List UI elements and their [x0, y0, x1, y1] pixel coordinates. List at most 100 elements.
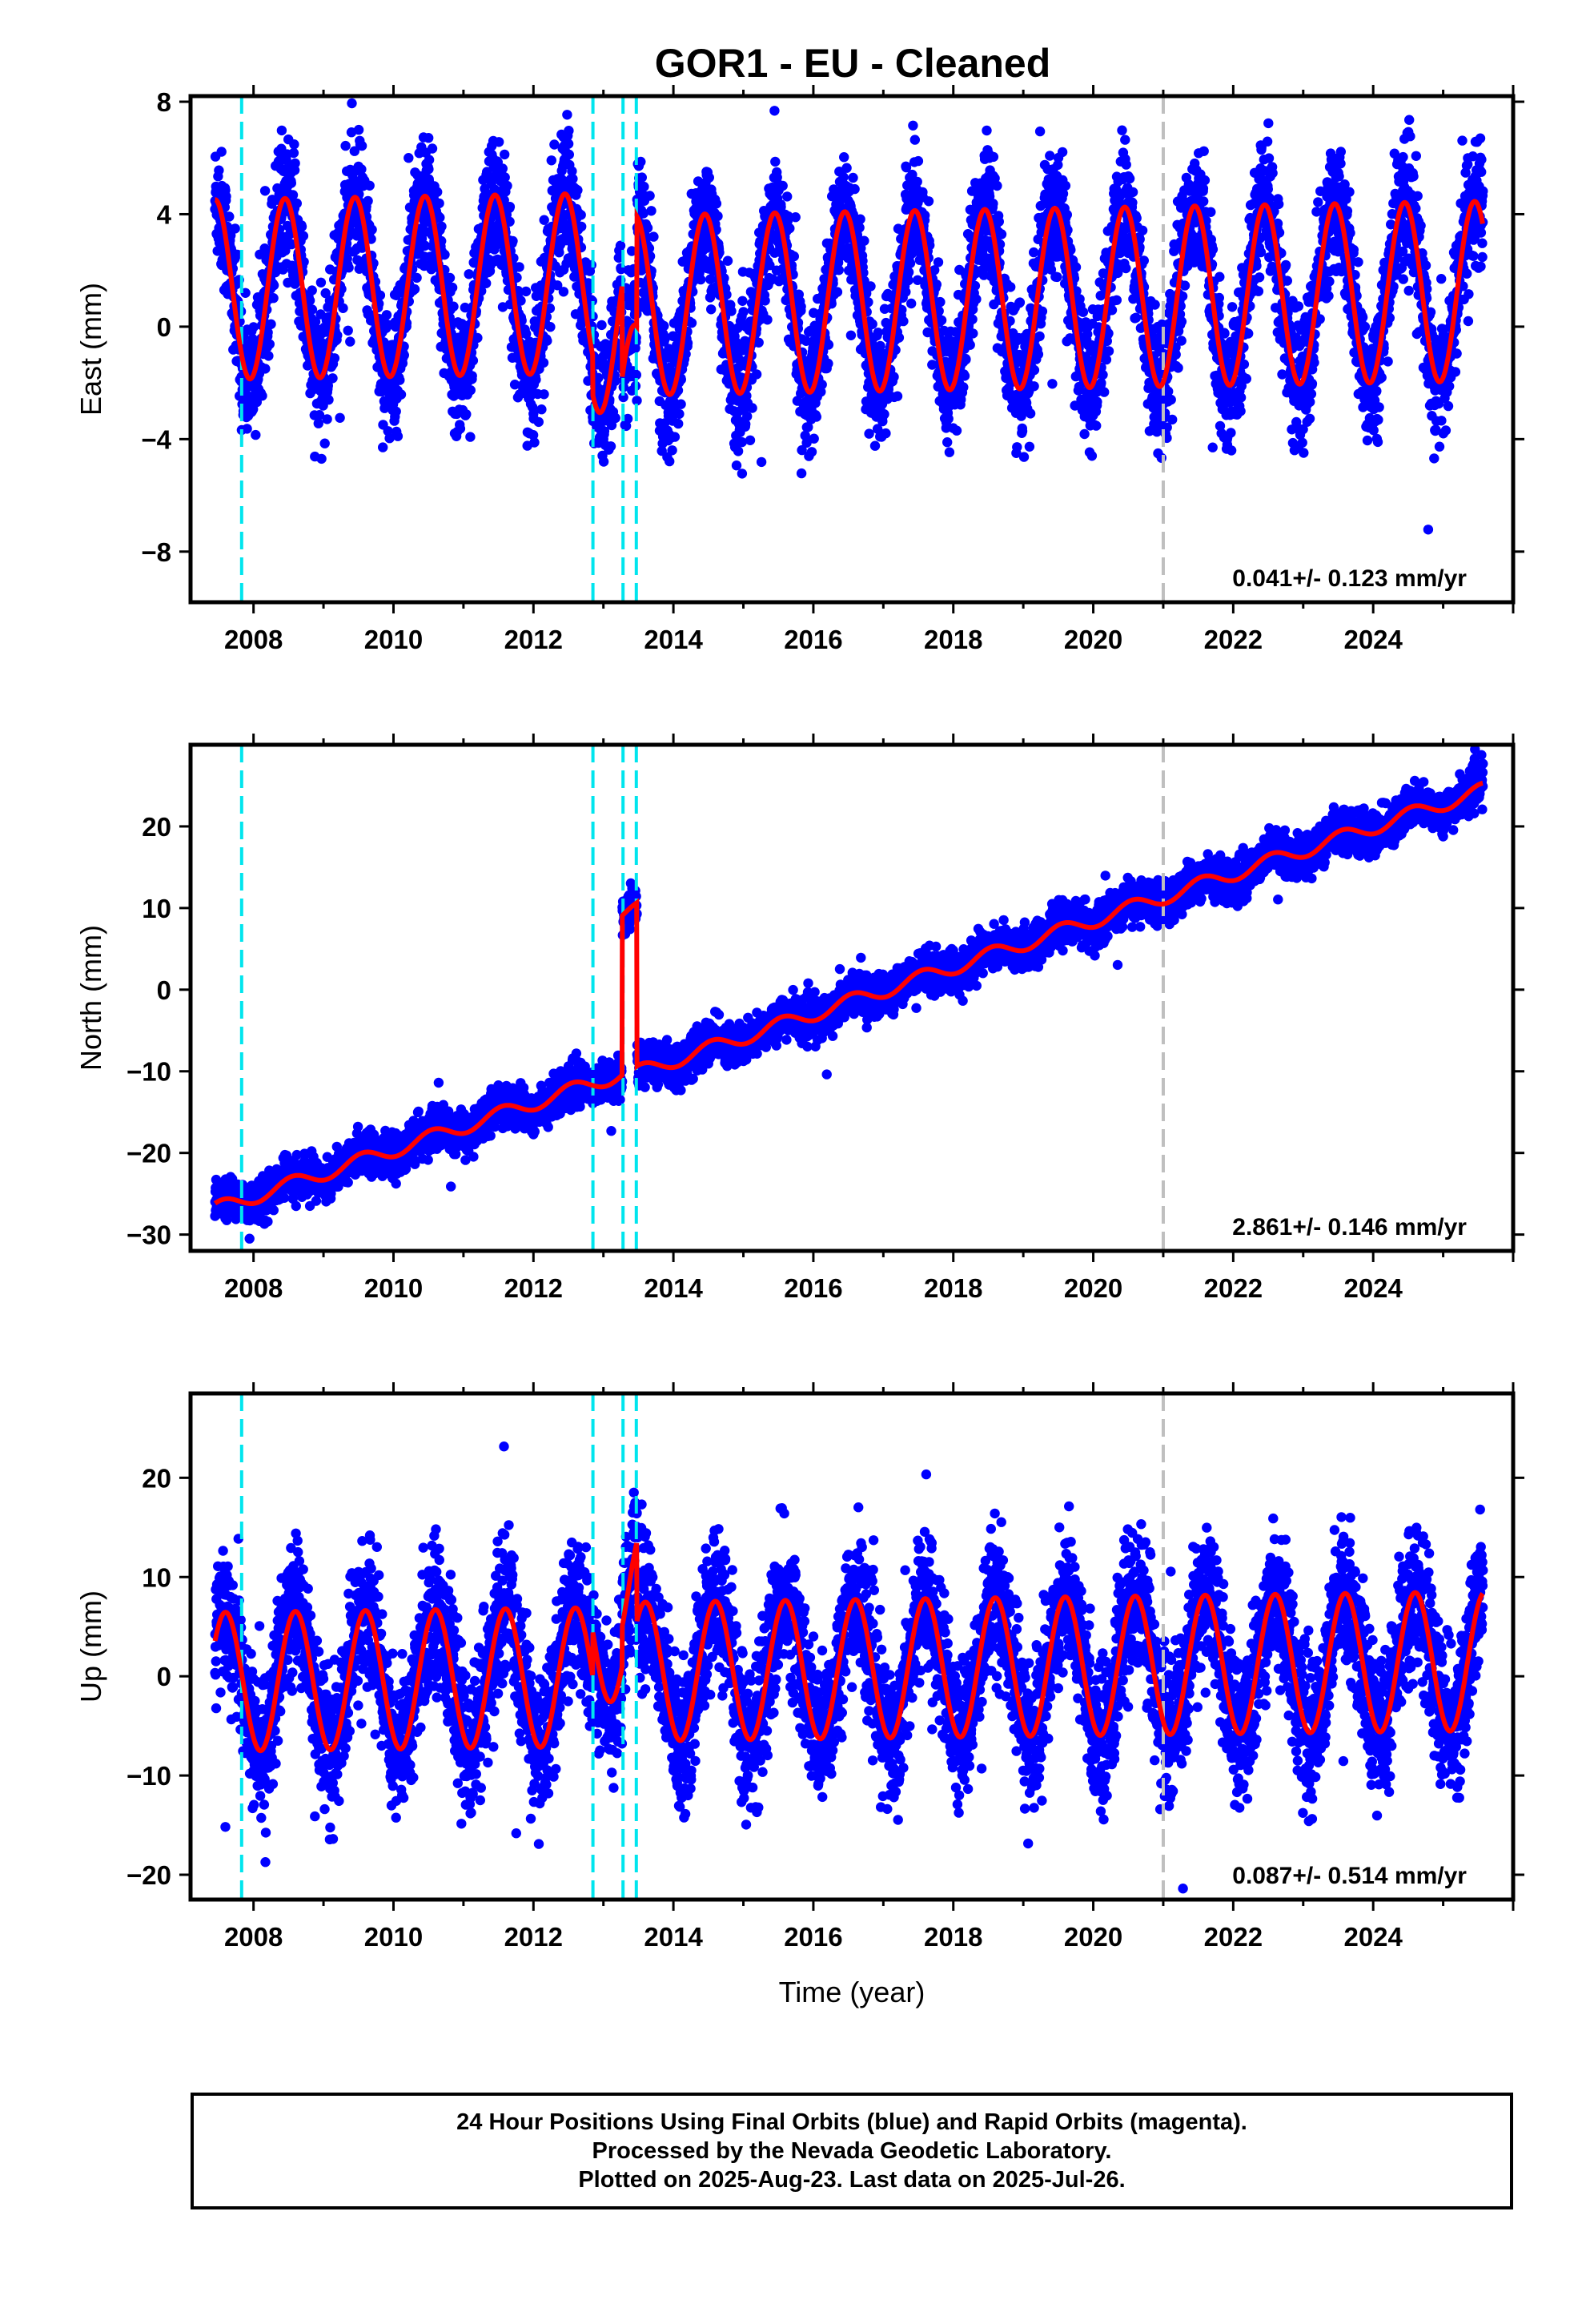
data-point [436, 221, 447, 231]
data-point [1130, 312, 1142, 323]
data-point [435, 212, 445, 223]
data-point [520, 286, 532, 297]
data-point [549, 139, 560, 150]
data-point [259, 186, 271, 196]
data-point [1124, 173, 1135, 184]
data-point [533, 416, 544, 428]
chart-title: GOR1 - EU - Cleaned [655, 41, 1051, 86]
data-point [353, 124, 364, 135]
data-point [789, 251, 799, 262]
data-point [497, 163, 508, 174]
data-point [564, 126, 574, 136]
data-point [381, 310, 392, 320]
data-point [289, 139, 299, 150]
data-point [901, 287, 911, 297]
data-point [832, 287, 843, 297]
data-point [1057, 147, 1068, 158]
data-point [1033, 349, 1044, 360]
data-point [1029, 381, 1039, 392]
data-point [1111, 295, 1122, 305]
data-point [965, 340, 975, 350]
data-point [230, 223, 240, 234]
data-point [391, 406, 401, 416]
data-point [304, 296, 315, 306]
data-point [912, 176, 922, 187]
data-point [933, 257, 944, 267]
data-point [913, 155, 924, 167]
data-point [756, 456, 767, 468]
data-point [356, 140, 367, 151]
data-point [310, 316, 321, 327]
data-point [854, 223, 865, 233]
data-point [465, 432, 476, 442]
data-point [673, 418, 684, 429]
data-point [745, 435, 756, 445]
data-point [465, 385, 476, 396]
data-point [796, 301, 806, 312]
data-point [782, 191, 793, 202]
data-point [762, 315, 773, 325]
data-point [906, 298, 917, 309]
data-point [572, 185, 583, 195]
data-point [420, 240, 431, 251]
data-point [263, 327, 273, 338]
data-point [811, 412, 821, 422]
data-point [468, 356, 479, 366]
data-point [221, 191, 231, 202]
data-point [1062, 209, 1073, 220]
data-point [340, 140, 351, 151]
data-point [440, 249, 450, 260]
data-point [562, 110, 572, 120]
data-point [659, 320, 669, 332]
data-point [563, 139, 574, 149]
data-point [514, 262, 524, 272]
data-point [869, 440, 881, 451]
data-point [988, 151, 999, 163]
data-point [785, 223, 795, 234]
data-point [1121, 263, 1131, 274]
data-point [737, 296, 748, 306]
data-point [1117, 125, 1127, 135]
data-point [676, 399, 686, 409]
data-point [448, 301, 459, 312]
data-point [959, 371, 970, 381]
data-point [409, 283, 420, 295]
data-point [841, 163, 852, 173]
data-point [424, 133, 434, 143]
data-point [833, 265, 845, 275]
data-point [264, 339, 275, 349]
data-point [263, 351, 274, 361]
data-point [696, 274, 706, 285]
data-point [1024, 441, 1035, 452]
data-point [1017, 426, 1028, 436]
data-point [1070, 262, 1082, 272]
data-point [395, 375, 405, 385]
data-point [567, 166, 577, 176]
data-point [378, 442, 388, 452]
data-point [923, 196, 934, 207]
data-point [951, 425, 962, 436]
data-point [545, 322, 556, 332]
data-point [494, 137, 504, 147]
data-point [424, 164, 434, 175]
data-point [1045, 151, 1055, 161]
data-point [508, 235, 518, 247]
data-point [639, 181, 649, 192]
data-point [251, 429, 261, 440]
data-point [865, 281, 876, 292]
data-point [751, 369, 762, 380]
data-point [248, 322, 259, 332]
data-point [538, 357, 549, 368]
data-point [961, 354, 971, 365]
data-point [1052, 271, 1062, 283]
data-point [1137, 225, 1148, 235]
data-point [367, 224, 377, 235]
data-point [615, 240, 626, 251]
data-point [1120, 135, 1130, 145]
data-point [760, 296, 770, 306]
data-point [848, 172, 858, 183]
data-point [375, 290, 386, 300]
data-point [898, 316, 909, 327]
data-point [364, 180, 375, 191]
